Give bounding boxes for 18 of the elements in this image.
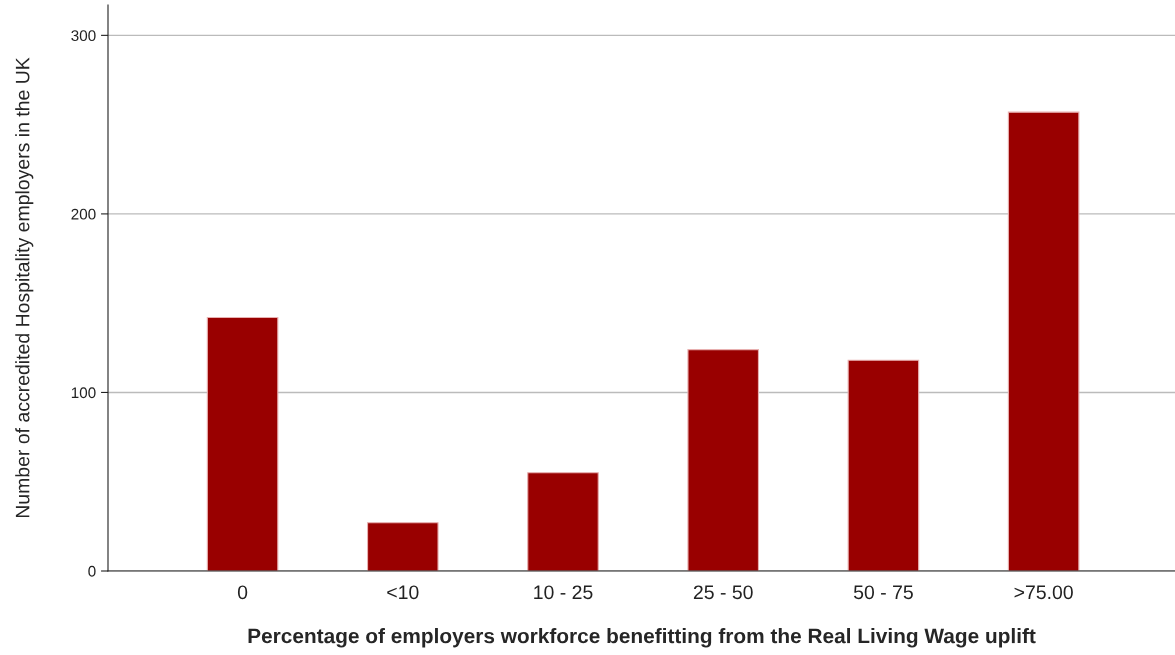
- bar: [847, 359, 920, 571]
- x-tick-label: 10 - 25: [534, 585, 593, 600]
- x-tick-label: 25 - 50: [693, 585, 753, 600]
- y-tick-label: 300: [71, 30, 96, 42]
- bar: [1007, 111, 1080, 571]
- x-tick-label: >75.00: [1014, 585, 1073, 600]
- x-axis-title: Percentage of employers workforce benefitting from the Real Living Wage uplift: [248, 628, 1036, 648]
- bar: [527, 472, 599, 571]
- bar: [687, 349, 760, 571]
- y-tick-label: 100: [71, 387, 96, 399]
- y-tick-label: 200: [71, 208, 96, 220]
- bar: [206, 316, 279, 571]
- y-tick-label: 0: [88, 565, 96, 577]
- y-axis-title: Number of accredited Hospitality employers in the UK: [15, 57, 34, 518]
- x-tick-label: 0: [237, 585, 248, 600]
- x-tick-label: 50 - 75: [853, 585, 913, 600]
- x-tick-label: <10: [387, 585, 419, 600]
- bar: [366, 522, 439, 571]
